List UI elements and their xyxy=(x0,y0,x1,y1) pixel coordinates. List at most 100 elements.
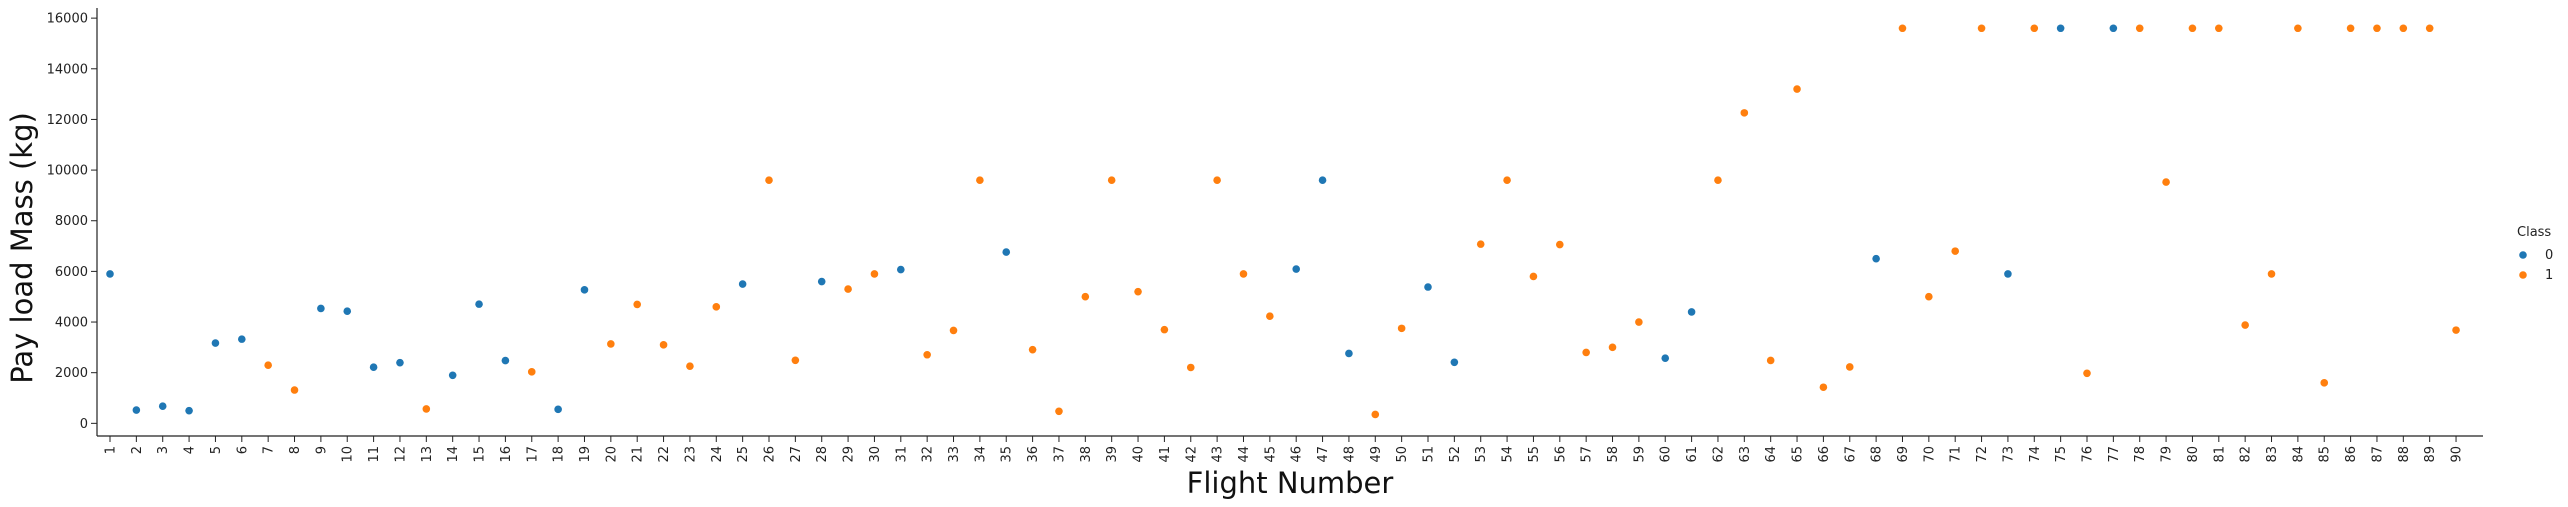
x-tick-label: 72 xyxy=(1975,446,1990,463)
data-point xyxy=(765,176,773,185)
x-tick-label: 62 xyxy=(1711,446,1726,463)
data-point xyxy=(2346,24,2355,33)
x-tick-label: 33 xyxy=(947,446,962,463)
x-tick-label: 1 xyxy=(104,446,119,454)
x-tick-label: 82 xyxy=(2239,446,2254,463)
y-tick-label: 2000 xyxy=(55,366,88,381)
legend: Class 0 1 xyxy=(2517,225,2553,283)
data-points xyxy=(106,24,2460,419)
data-point xyxy=(949,326,958,335)
data-point xyxy=(2425,24,2434,33)
x-tick-label: 64 xyxy=(1764,446,1779,463)
x-tick-label: 28 xyxy=(815,446,830,463)
data-point xyxy=(1450,358,1459,367)
x-tick-label: 49 xyxy=(1369,446,1384,463)
data-point xyxy=(1714,176,1722,185)
x-tick-label: 7 xyxy=(262,446,277,454)
data-point xyxy=(2215,24,2223,33)
data-point xyxy=(1819,383,1828,392)
x-tick-label: 31 xyxy=(894,446,909,463)
x-tick-label: 88 xyxy=(2397,446,2412,463)
x-tick-label: 60 xyxy=(1659,446,1674,463)
data-point xyxy=(448,371,457,380)
data-point xyxy=(1055,407,1063,416)
data-point xyxy=(2030,24,2039,33)
x-axis: 1 2 3 4 5 6 7 8 9 10 11 12 13 14 15 16 17 18 19 20 21 22 23 24 2… xyxy=(97,435,2483,463)
x-tick-label: 15 xyxy=(473,446,488,463)
data-point xyxy=(1239,270,1248,278)
data-point xyxy=(1134,287,1142,296)
x-tick-label: 42 xyxy=(1184,446,1199,463)
x-tick-label: 46 xyxy=(1290,446,1305,463)
x-tick-label: 32 xyxy=(921,446,936,463)
data-point xyxy=(976,176,984,185)
data-point xyxy=(2162,178,2170,186)
data-point xyxy=(1371,410,1380,419)
data-point xyxy=(369,363,378,372)
x-tick-label: 66 xyxy=(1817,446,1832,463)
data-point xyxy=(343,307,352,315)
data-point xyxy=(897,265,905,274)
x-tick-label: 51 xyxy=(1422,446,1437,463)
x-tick-label: 56 xyxy=(1553,446,1568,463)
x-tick-label: 73 xyxy=(2001,446,2016,463)
data-point xyxy=(132,406,141,414)
data-point xyxy=(1002,248,1011,256)
legend-label-class-1: 1 xyxy=(2545,268,2553,283)
y-tick-label: 14000 xyxy=(47,62,88,77)
x-tick-label: 6 xyxy=(235,446,250,454)
x-tick-label: 24 xyxy=(710,446,725,463)
x-tick-label: 22 xyxy=(657,446,672,463)
x-tick-label: 34 xyxy=(973,446,988,463)
data-point xyxy=(2004,270,2012,278)
y-axis-label: Pay load Mass (kg) xyxy=(5,112,39,384)
data-point xyxy=(607,340,615,348)
data-point xyxy=(1925,292,1933,301)
x-tick-label: 3 xyxy=(156,446,171,454)
data-point xyxy=(712,303,721,311)
x-tick-label: 55 xyxy=(1527,446,1542,463)
data-point xyxy=(2188,24,2197,33)
data-point xyxy=(2373,24,2381,33)
x-tick-label: 65 xyxy=(1791,446,1806,463)
data-point xyxy=(1951,247,1959,255)
data-point xyxy=(2109,24,2118,33)
data-point xyxy=(1635,318,1643,326)
data-point xyxy=(686,362,694,370)
y-axis: 0 2000 4000 6000 8000 10000 12000 14000 16000 xyxy=(47,8,98,436)
data-point xyxy=(2267,270,2276,278)
data-point xyxy=(659,341,668,349)
data-point xyxy=(1424,283,1432,291)
data-point xyxy=(1793,85,1801,93)
y-tick-label: 4000 xyxy=(55,316,88,331)
x-tick-label: 23 xyxy=(683,446,698,463)
data-point xyxy=(475,300,483,308)
x-tick-label: 89 xyxy=(2423,446,2438,463)
x-tick-label: 26 xyxy=(763,446,778,463)
data-point xyxy=(1556,240,1564,249)
x-tick-label: 52 xyxy=(1448,446,1463,463)
data-point xyxy=(1213,176,1221,185)
x-tick-label: 63 xyxy=(1738,446,1753,463)
data-point xyxy=(527,368,536,376)
data-point xyxy=(501,356,510,365)
data-point xyxy=(1292,265,1300,273)
x-tick-label: 54 xyxy=(1501,446,1516,463)
x-tick-label: 71 xyxy=(1949,446,1964,463)
x-tick-label: 81 xyxy=(2212,446,2227,463)
legend-label-class-0: 0 xyxy=(2545,248,2553,263)
x-tick-label: 67 xyxy=(1843,446,1858,463)
x-tick-label: 12 xyxy=(393,446,408,463)
x-tick-label: 68 xyxy=(1870,446,1885,463)
x-tick-label: 36 xyxy=(1026,446,1041,463)
data-point xyxy=(396,358,404,367)
x-tick-label: 48 xyxy=(1342,446,1357,463)
data-point xyxy=(844,285,852,293)
data-point xyxy=(158,402,167,410)
data-point xyxy=(923,350,931,359)
data-point xyxy=(317,304,325,313)
x-tick-label: 79 xyxy=(2160,446,2175,463)
x-tick-label: 78 xyxy=(2133,446,2148,463)
data-point xyxy=(422,405,431,413)
